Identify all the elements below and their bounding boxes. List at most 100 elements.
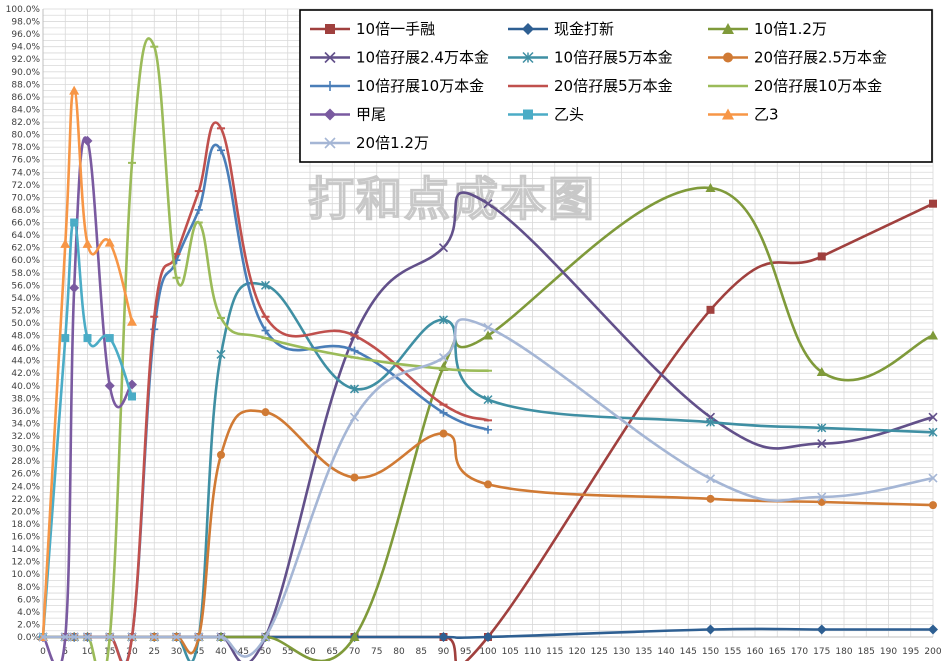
x-tick-label: 190 xyxy=(880,647,897,657)
data-point xyxy=(38,632,48,642)
y-tick-label: 12.0% xyxy=(11,558,40,568)
data-point xyxy=(523,109,533,120)
x-tick-label: 65 xyxy=(327,647,338,657)
y-tick-label: 100.0% xyxy=(6,5,41,15)
data-point xyxy=(150,315,159,318)
x-tick-label: 135 xyxy=(635,647,652,657)
x-tick-label: 30 xyxy=(171,647,183,657)
data-point xyxy=(82,238,93,248)
data-point xyxy=(82,632,93,642)
x-tick-label: 120 xyxy=(568,647,585,657)
data-point xyxy=(217,450,225,459)
data-point xyxy=(70,218,79,227)
legend-label: 乙头 xyxy=(554,106,584,124)
y-tick-label: 72.0% xyxy=(11,181,40,191)
data-point xyxy=(261,337,270,340)
x-tick-label: 185 xyxy=(858,647,875,657)
data-point xyxy=(705,417,716,427)
y-tick-label: 56.0% xyxy=(11,281,40,291)
data-point xyxy=(349,632,360,641)
data-point xyxy=(928,473,938,483)
y-tick-label: 38.0% xyxy=(11,394,40,404)
data-point xyxy=(522,23,534,35)
data-point xyxy=(83,334,92,343)
data-point xyxy=(216,632,226,642)
legend: 10倍一手融 现金打新 10倍1.2万 10倍孖展2.4万本金 10倍孖展5万本金 20倍… xyxy=(299,9,933,163)
x-tick-label: 95 xyxy=(460,647,471,657)
data-point xyxy=(438,352,449,363)
data-point xyxy=(928,624,938,635)
y-tick-label: 66.0% xyxy=(11,219,40,229)
data-point xyxy=(350,346,359,355)
y-tick-label: 34.0% xyxy=(11,419,40,429)
y-tick-label: 94.0% xyxy=(11,43,40,53)
y-tick-label: 52.0% xyxy=(11,306,40,316)
data-point xyxy=(817,439,827,449)
x-tick-label: 165 xyxy=(769,647,786,657)
data-point xyxy=(723,85,733,87)
data-point xyxy=(349,412,360,422)
y-tick-label: 6.0% xyxy=(17,595,40,605)
y-tick-label: 24.0% xyxy=(11,482,40,492)
data-point xyxy=(438,315,449,325)
x-tick-label: 25 xyxy=(149,647,160,657)
data-point xyxy=(324,137,336,149)
x-tick-label: 40 xyxy=(215,647,227,657)
y-tick-label: 76.0% xyxy=(11,156,40,166)
data-point xyxy=(483,322,493,332)
y-tick-label: 22.0% xyxy=(11,495,40,505)
legend-label: 20倍孖展2.5万本金 xyxy=(754,49,887,67)
y-tick-label: 62.0% xyxy=(11,244,40,254)
data-point xyxy=(324,108,336,121)
data-point xyxy=(104,380,115,391)
y-tick-label: 40.0% xyxy=(11,382,40,392)
y-tick-label: 36.0% xyxy=(11,407,40,417)
data-point xyxy=(706,494,715,503)
data-point xyxy=(928,330,938,340)
y-tick-label: 78.0% xyxy=(11,143,40,153)
y-tick-label: 28.0% xyxy=(11,457,40,467)
y-tick-label: 70.0% xyxy=(11,193,40,203)
data-point xyxy=(194,221,203,224)
data-point xyxy=(817,423,827,433)
legend-item: 乙头 xyxy=(508,106,584,124)
x-tick-label: 5 xyxy=(62,647,68,657)
data-point xyxy=(483,395,493,405)
y-tick-label: 10.0% xyxy=(11,570,40,580)
legend-item: 20倍孖展10万本金 xyxy=(708,77,882,95)
x-tick-label: 50 xyxy=(260,647,272,657)
series-line xyxy=(41,318,935,658)
legend-item: 甲尾 xyxy=(310,106,386,124)
x-tick-label: 150 xyxy=(702,647,719,657)
x-tick-label: 160 xyxy=(746,647,763,657)
data-point xyxy=(194,205,203,214)
y-tick-label: 80.0% xyxy=(11,131,40,141)
data-point xyxy=(261,408,270,417)
data-point xyxy=(128,392,136,401)
y-tick-label: 58.0% xyxy=(11,269,40,279)
data-point xyxy=(484,480,492,489)
data-point xyxy=(706,305,715,314)
x-tick-label: 35 xyxy=(193,647,204,657)
data-point xyxy=(60,238,71,248)
x-tick-label: 110 xyxy=(524,647,541,657)
x-tick-label: 85 xyxy=(416,647,427,657)
y-tick-label: 50.0% xyxy=(11,319,40,329)
data-point xyxy=(194,190,203,193)
legend-label: 20倍孖展5万本金 xyxy=(554,77,673,95)
y-tick-label: 14.0% xyxy=(11,545,40,555)
data-point xyxy=(127,316,137,326)
x-tick-label: 60 xyxy=(304,647,316,657)
watermark-text: 打和点成本图 xyxy=(308,172,596,226)
data-point xyxy=(484,369,492,372)
data-point xyxy=(929,501,937,510)
y-tick-label: 44.0% xyxy=(11,357,40,367)
legend-label: 20倍孖展10万本金 xyxy=(754,77,882,95)
x-tick-label: 10 xyxy=(82,647,94,657)
data-point xyxy=(817,492,827,502)
x-tick-label: 20 xyxy=(126,647,138,657)
data-point xyxy=(439,429,448,438)
data-point xyxy=(439,367,448,370)
x-tick-label: 140 xyxy=(657,647,674,657)
